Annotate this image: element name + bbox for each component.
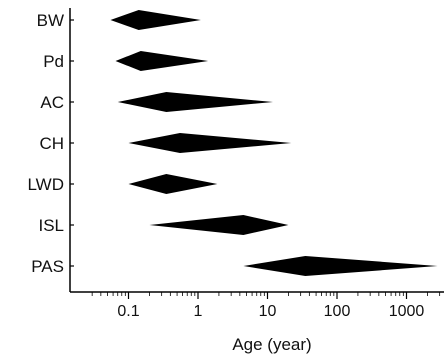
range-diamond-ac <box>117 92 274 112</box>
category-label-lwd: LWD <box>27 175 64 194</box>
x-tick-label-0.1: 0.1 <box>117 303 139 320</box>
x-axis-title: Age (year) <box>232 335 311 354</box>
category-label-ch: CH <box>39 134 64 153</box>
range-diamond-pas <box>243 256 438 276</box>
category-label-isl: ISL <box>38 216 64 235</box>
category-labels: BW Pd AC CH LWD ISL PAS <box>27 11 74 276</box>
range-diamond-lwd <box>128 174 218 194</box>
category-label-ac: AC <box>40 93 64 112</box>
range-diamond-ch <box>128 133 292 153</box>
range-diamond-pd <box>115 51 209 71</box>
x-tick-label-1000: 1000 <box>389 303 425 320</box>
category-label-pd: Pd <box>43 52 64 71</box>
x-tick-label-1: 1 <box>194 303 203 320</box>
range-diamonds <box>110 10 438 276</box>
range-diamond-isl <box>149 215 289 235</box>
category-label-pas: PAS <box>31 257 64 276</box>
x-tick-label-10: 10 <box>259 303 277 320</box>
range-diamond-bw <box>110 10 201 30</box>
x-tick-label-100: 100 <box>324 303 351 320</box>
category-label-bw: BW <box>37 11 64 30</box>
x-axis-ticks: 0.1 1 10 100 1000 <box>91 292 441 320</box>
